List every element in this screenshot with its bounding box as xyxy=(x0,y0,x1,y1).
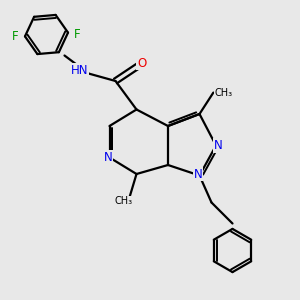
Text: CH₃: CH₃ xyxy=(215,88,233,98)
Text: HN: HN xyxy=(71,64,88,77)
Text: N: N xyxy=(103,151,112,164)
Text: N: N xyxy=(214,139,223,152)
Text: CH₃: CH₃ xyxy=(114,196,132,206)
Text: O: O xyxy=(137,56,146,70)
Text: F: F xyxy=(12,30,19,43)
Text: F: F xyxy=(74,28,81,40)
Text: N: N xyxy=(194,167,202,181)
